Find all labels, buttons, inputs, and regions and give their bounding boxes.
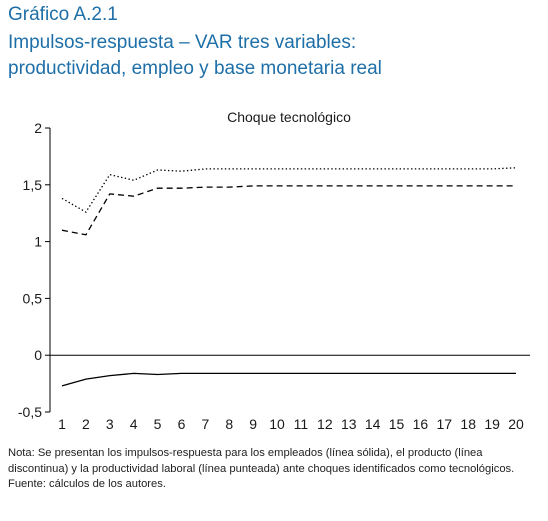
y-tick-label: 0,5 (23, 290, 43, 306)
x-tick-label: 19 (484, 416, 500, 432)
x-tick-label: 14 (365, 416, 381, 432)
series-line-solid (61, 372, 516, 387)
x-tick-label: 8 (225, 416, 233, 432)
x-tick-label: 10 (269, 416, 285, 432)
x-tick-label: 17 (437, 416, 453, 432)
source-text: Fuente: cálculos de los autores. (8, 478, 166, 491)
x-tick-label: 16 (413, 416, 429, 432)
chart-series-layer (61, 167, 517, 387)
x-tick-label: 1 (58, 416, 66, 432)
y-tick-label: 1 (34, 234, 42, 250)
y-tick-label: 0 (34, 347, 42, 363)
x-tick-label: 4 (130, 416, 138, 432)
y-tick-label: -0,5 (18, 404, 42, 420)
figure-title-line1: Impulsos-respuesta – VAR tres variables: (8, 32, 357, 53)
x-tick-label: 7 (201, 416, 209, 432)
figure-notes: Nota: Se presentan los impulsos-respuest… (8, 446, 540, 493)
x-tick-label: 18 (460, 416, 476, 432)
y-tick-label: 1,5 (23, 177, 43, 193)
x-tick-label: 13 (341, 416, 357, 432)
chart-axes: -0,500,511,521 2 3 4 5 6 7 8 9 10 11 12 13 14 15 16 17 18… (18, 120, 530, 432)
series-line-dashed (61, 185, 516, 236)
figure-number: Gráfico A.2.1 (8, 4, 118, 25)
chart-title: Choque tecnológico (227, 109, 351, 125)
x-tick-label: 15 (389, 416, 405, 432)
x-tick-label: 9 (249, 416, 257, 432)
x-tick-label: 12 (317, 416, 333, 432)
x-tick-label: 20 (508, 416, 524, 432)
note-text: Nota: Se presentan los impulsos-respuest… (8, 447, 515, 475)
x-tick-label: 3 (106, 416, 114, 432)
y-tick-label: 2 (34, 120, 42, 136)
x-tick-label: 5 (154, 416, 162, 432)
x-tick-label: 6 (178, 416, 186, 432)
impulse-response-chart: Choque tecnológico -0,500,511,521 2 3 4 5 6 7 8… (18, 109, 530, 432)
figure-title-line2: productividad, empleo y base monetaria r… (8, 58, 382, 79)
x-tick-label: 11 (294, 416, 309, 432)
x-tick-label: 2 (82, 416, 90, 432)
series-line-dotted (61, 167, 517, 213)
